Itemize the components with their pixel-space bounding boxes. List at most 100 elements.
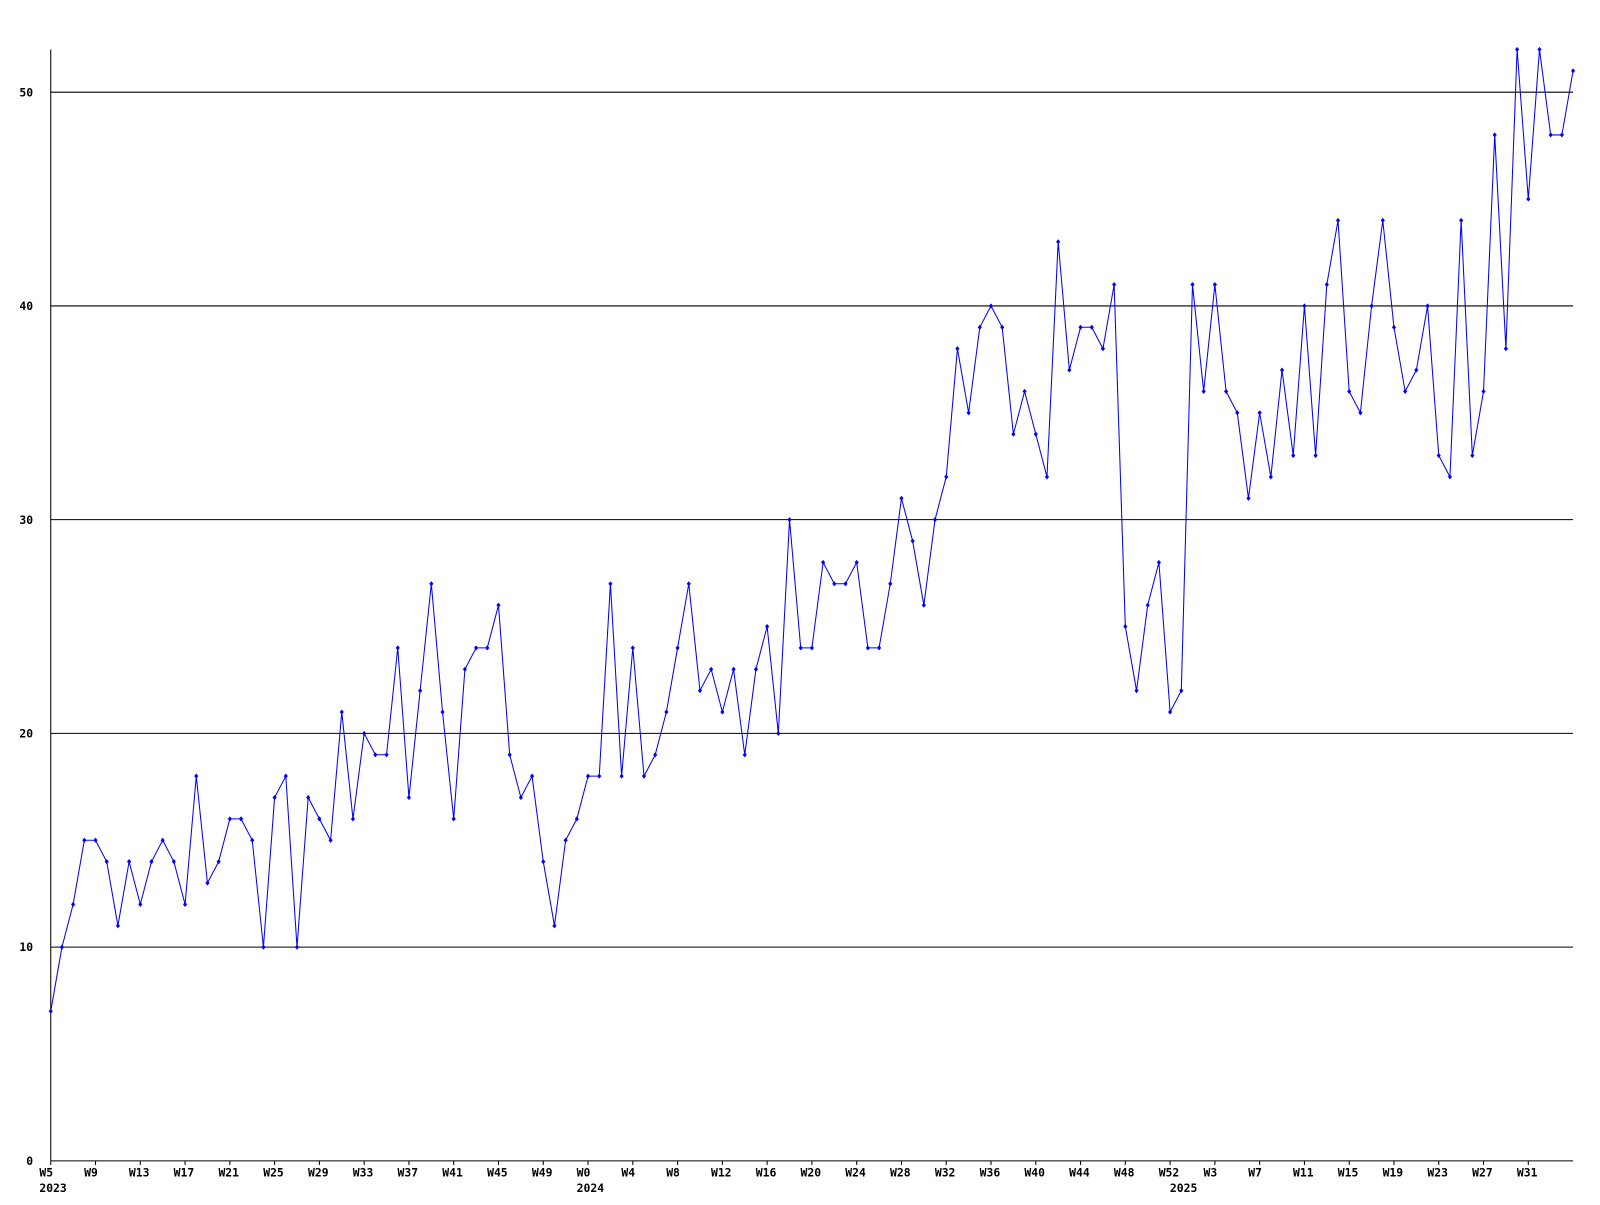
point <box>675 645 680 651</box>
point <box>1313 452 1318 459</box>
point <box>765 623 770 630</box>
x-tick-label: W13 <box>129 1165 150 1179</box>
point <box>585 773 591 779</box>
point <box>1559 132 1564 138</box>
x-tick-label: W7 <box>1248 1165 1262 1179</box>
point <box>1112 281 1117 288</box>
x-tick-label: W12 <box>711 1165 732 1179</box>
point <box>373 752 378 758</box>
point <box>1212 281 1217 288</box>
x-tick-label: W17 <box>174 1165 195 1179</box>
point <box>104 859 109 865</box>
point <box>227 816 232 822</box>
year-label: 2024 <box>577 1181 605 1195</box>
point <box>127 859 132 865</box>
point <box>1459 217 1464 224</box>
point <box>932 517 938 523</box>
point <box>921 602 926 608</box>
point <box>1168 709 1173 715</box>
y-tick-label: 10 <box>19 940 33 954</box>
point <box>619 773 624 779</box>
x-tick-label: W20 <box>801 1165 822 1179</box>
point <box>205 880 210 886</box>
point <box>395 645 400 651</box>
y-tick-label: 20 <box>19 727 33 741</box>
point <box>1492 132 1497 138</box>
point <box>1257 410 1262 416</box>
x-tick-label: W52 <box>1159 1165 1180 1179</box>
point <box>798 645 803 651</box>
point <box>250 837 255 843</box>
point <box>608 581 613 587</box>
y-tick-label: 40 <box>19 299 33 313</box>
point <box>194 773 199 779</box>
point <box>440 709 445 715</box>
point <box>1179 688 1184 694</box>
x-tick-label: W21 <box>218 1165 239 1179</box>
x-tick-label: W3 <box>1203 1165 1217 1179</box>
y-tick-label: 50 <box>19 85 33 99</box>
point <box>597 773 602 779</box>
x-tick-label: W33 <box>353 1165 374 1179</box>
point <box>1481 388 1486 394</box>
point <box>406 794 412 801</box>
point <box>182 901 188 907</box>
point <box>384 752 389 758</box>
point <box>1145 602 1150 608</box>
year-label: 2023 <box>39 1181 67 1195</box>
point <box>518 794 523 801</box>
point <box>1201 388 1206 394</box>
point <box>1123 623 1128 630</box>
point <box>574 816 579 822</box>
point <box>149 859 154 865</box>
point <box>720 709 725 715</box>
y-tick-label: 30 <box>19 513 33 527</box>
point <box>1279 367 1285 373</box>
point <box>686 581 691 587</box>
point <box>1056 239 1061 245</box>
point <box>474 645 479 651</box>
point <box>888 581 893 587</box>
point <box>261 944 266 950</box>
point <box>238 816 244 822</box>
point <box>664 709 669 715</box>
point <box>1369 303 1374 309</box>
x-tick-label: W8 <box>666 1165 680 1179</box>
x-tick-label: W27 <box>1472 1165 1493 1179</box>
point <box>1403 388 1408 394</box>
x-tick-label: W11 <box>1293 1165 1314 1179</box>
point <box>59 944 65 950</box>
point <box>328 837 333 843</box>
point <box>294 944 300 950</box>
point <box>485 645 490 651</box>
point <box>1134 688 1139 694</box>
point <box>910 538 915 544</box>
point <box>1089 324 1094 330</box>
point <box>1347 388 1352 394</box>
point <box>552 923 557 929</box>
point <box>1044 474 1050 480</box>
point <box>306 794 311 801</box>
x-tick-label: W31 <box>1517 1165 1538 1179</box>
point <box>418 688 423 694</box>
point <box>787 517 792 523</box>
x-tick-label: W40 <box>1024 1165 1045 1179</box>
x-tick-label: W29 <box>308 1165 329 1179</box>
point <box>71 901 76 907</box>
point <box>138 901 143 907</box>
x-tick-label: W36 <box>980 1165 1001 1179</box>
point <box>1190 281 1195 288</box>
point <box>1324 281 1329 288</box>
x-tick-label: W5 <box>39 1165 53 1179</box>
point <box>429 581 434 587</box>
point <box>1503 346 1508 352</box>
point <box>753 666 759 672</box>
y-tick-label: 0 <box>26 1154 33 1168</box>
point <box>82 837 87 843</box>
point <box>93 837 98 843</box>
x-tick-label: W48 <box>1114 1165 1135 1179</box>
point <box>1302 303 1307 309</box>
point <box>1526 196 1531 202</box>
series-line <box>50 49 1574 1012</box>
